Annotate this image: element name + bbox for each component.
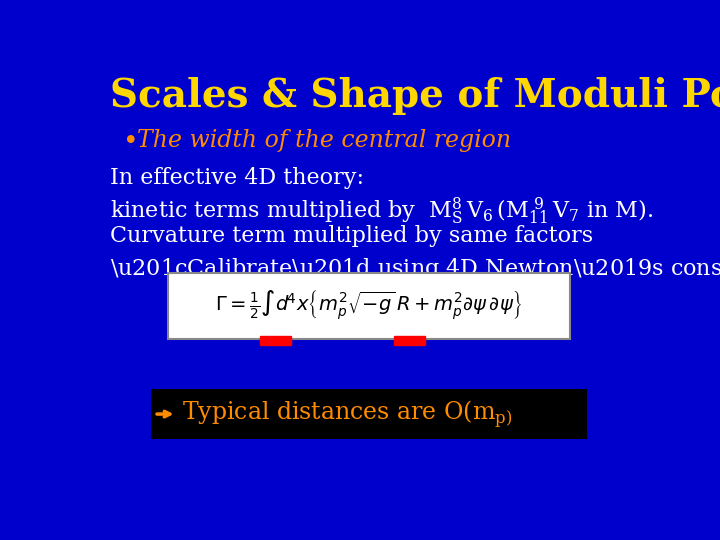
Text: The width of the central region: The width of the central region bbox=[138, 129, 511, 152]
Text: Scales & Shape of Moduli Potential: Scales & Shape of Moduli Potential bbox=[109, 77, 720, 115]
Text: \u201cCalibrate\u201d using 4D Newton\u2019s const. $8\pi G_N=m_p^{-2}$: \u201cCalibrate\u201d using 4D Newton\u2… bbox=[109, 254, 720, 288]
Text: Typical distances are O(m$_{\mathregular{p)}}$: Typical distances are O(m$_{\mathregular… bbox=[182, 398, 513, 430]
Text: In effective 4D theory:: In effective 4D theory: bbox=[109, 167, 364, 188]
Text: $\Gamma = \frac{1}{2}\int d^{\!4}x\left\{m_p^2\sqrt{-g}\,R + m_p^2\partial\psi\,: $\Gamma = \frac{1}{2}\int d^{\!4}x\left\… bbox=[215, 288, 523, 322]
Text: Curvature term multiplied by same factors: Curvature term multiplied by same factor… bbox=[109, 225, 593, 247]
Bar bbox=[394, 336, 425, 346]
Text: •: • bbox=[124, 129, 139, 155]
Text: kinetic terms multiplied by  $\mathregular{M_S^8\,V_6\,(M_{11}^{\ 9}\,V_7}$ in M: kinetic terms multiplied by $\mathregula… bbox=[109, 196, 653, 227]
FancyBboxPatch shape bbox=[151, 389, 587, 439]
Bar bbox=[260, 336, 291, 346]
FancyBboxPatch shape bbox=[168, 273, 570, 339]
